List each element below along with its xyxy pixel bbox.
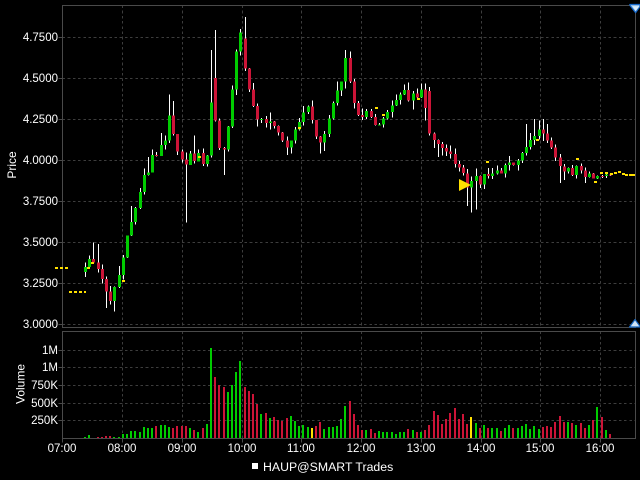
svg-text:3.7500: 3.7500 <box>23 196 58 208</box>
svg-text:08:00: 08:00 <box>108 443 137 455</box>
svg-text:HAUP@SMART Trades: HAUP@SMART Trades <box>263 460 393 474</box>
svg-text:3.5000: 3.5000 <box>23 237 58 249</box>
svg-text:16:00: 16:00 <box>586 443 615 455</box>
svg-text:Volume: Volume <box>14 364 28 404</box>
svg-text:07:00: 07:00 <box>48 443 77 455</box>
svg-text:3.0000: 3.0000 <box>23 319 58 331</box>
svg-text:15:00: 15:00 <box>526 443 555 455</box>
svg-text:3.2500: 3.2500 <box>23 278 58 290</box>
svg-text:11:00: 11:00 <box>287 443 315 455</box>
svg-text:750K: 750K <box>31 380 58 392</box>
svg-text:4.5000: 4.5000 <box>23 73 58 85</box>
svg-text:13:00: 13:00 <box>407 443 436 455</box>
svg-text:4.7500: 4.7500 <box>23 32 58 44</box>
svg-text:1M: 1M <box>42 362 58 374</box>
svg-text:09:00: 09:00 <box>168 443 197 455</box>
svg-text:250K: 250K <box>31 415 58 427</box>
svg-text:10:00: 10:00 <box>228 443 257 455</box>
svg-text:Price: Price <box>5 151 19 179</box>
svg-text:4.2500: 4.2500 <box>23 114 58 126</box>
svg-text:14:00: 14:00 <box>467 443 496 455</box>
svg-text:12:00: 12:00 <box>347 443 376 455</box>
svg-text:4.0000: 4.0000 <box>23 155 58 167</box>
svg-text:1M: 1M <box>42 345 58 357</box>
svg-text:500K: 500K <box>31 398 58 410</box>
